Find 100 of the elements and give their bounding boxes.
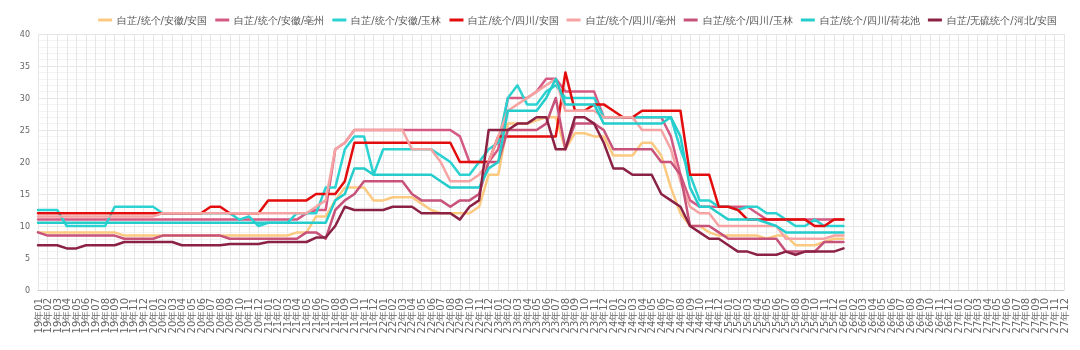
x-tick-label: 19年05 bbox=[70, 298, 82, 334]
x-tick-label: 23年12 bbox=[598, 298, 610, 334]
x-tick-label: 27年05 bbox=[991, 298, 1003, 334]
y-tick-label: 0 bbox=[24, 285, 30, 295]
x-tick-label: 24年04 bbox=[636, 298, 648, 334]
x-tick-label: 27年11 bbox=[1048, 298, 1060, 334]
x-tick-label: 23年09 bbox=[569, 298, 581, 334]
x-tick-label: 21年11 bbox=[358, 298, 370, 334]
y-tick-label: 35 bbox=[19, 61, 30, 71]
x-tick-label: 21年10 bbox=[348, 298, 360, 334]
x-tick-label: 19年02 bbox=[42, 298, 54, 334]
x-tick-label: 20年08 bbox=[214, 298, 226, 334]
x-tick-label: 20年10 bbox=[233, 298, 245, 334]
legend-label: 白芷/统个/四川/安国 bbox=[468, 14, 559, 26]
x-tick-label: 24年07 bbox=[665, 298, 677, 334]
x-tick-label: 23年02 bbox=[502, 298, 514, 334]
x-tick-label: 24年12 bbox=[713, 298, 725, 334]
x-tick-label: 25年09 bbox=[799, 298, 811, 334]
x-tick-label: 25年07 bbox=[780, 298, 792, 334]
x-tick-label: 21年08 bbox=[329, 298, 341, 334]
x-tick-label: 21年09 bbox=[339, 298, 351, 334]
x-tick-label: 24年10 bbox=[694, 298, 706, 334]
legend-label: 白芷/无硫统个/河北/安国 bbox=[946, 14, 1057, 26]
x-tick-label: 23年05 bbox=[531, 298, 543, 334]
x-tick-label: 27年01 bbox=[953, 298, 965, 334]
x-tick-label: 24年06 bbox=[655, 298, 667, 334]
x-tick-label: 22年08 bbox=[444, 298, 456, 334]
x-tick-label: 25年08 bbox=[790, 298, 802, 334]
y-tick-label: 30 bbox=[19, 93, 30, 103]
legend-label: 白芷/统个/四川/亳州 bbox=[585, 14, 676, 26]
x-tick-label: 27年02 bbox=[962, 298, 974, 334]
x-tick-label: 19年06 bbox=[80, 298, 92, 334]
x-tick-label: 19年03 bbox=[51, 298, 63, 334]
x-tick-label: 27年10 bbox=[1039, 298, 1051, 334]
x-tick-label: 19年01 bbox=[32, 298, 44, 334]
y-tick-label: 40 bbox=[19, 29, 30, 39]
x-tick-label: 22年10 bbox=[464, 298, 475, 334]
x-tick-label: 26年07 bbox=[895, 298, 907, 334]
x-tick-label: 19年12 bbox=[137, 298, 149, 334]
x-tick-label: 20年04 bbox=[176, 298, 188, 334]
x-tick-label: 26年05 bbox=[876, 298, 888, 334]
y-tick-label: 25 bbox=[19, 125, 30, 135]
x-tick-label: 26年04 bbox=[866, 298, 878, 334]
x-tick-label: 19年04 bbox=[61, 298, 73, 334]
x-tick-label: 27年06 bbox=[1000, 298, 1012, 334]
y-tick-label: 20 bbox=[19, 157, 30, 167]
x-tick-label: 25年06 bbox=[770, 298, 782, 334]
x-tick-label: 19年08 bbox=[99, 298, 111, 334]
x-tick-label: 27年03 bbox=[972, 298, 984, 334]
x-tick-label: 20年07 bbox=[205, 298, 217, 334]
x-tick-label: 19年09 bbox=[109, 298, 121, 334]
x-tick-label: 20年11 bbox=[243, 298, 255, 334]
x-tick-label: 27年09 bbox=[1029, 298, 1041, 334]
x-tick-label: 24年09 bbox=[684, 298, 696, 334]
x-tick-label: 20年05 bbox=[185, 298, 197, 334]
legend-label: 白芷/统个/安徽/玉林 bbox=[351, 14, 442, 26]
x-tick-label: 26年11 bbox=[933, 298, 945, 334]
x-tick-label: 20年06 bbox=[195, 298, 207, 334]
x-tick-label: 22年03 bbox=[396, 298, 408, 334]
x-tick-label: 22年07 bbox=[435, 298, 447, 334]
x-tick-label: 21年01 bbox=[262, 298, 274, 334]
x-tick-label: 21年02 bbox=[272, 298, 284, 334]
y-tick-label: 5 bbox=[24, 253, 30, 263]
x-tick-label: 23年06 bbox=[540, 298, 552, 334]
x-tick-label: 20年02 bbox=[157, 298, 169, 334]
x-tick-label: 24年03 bbox=[627, 298, 638, 334]
x-tick-label: 23年04 bbox=[521, 298, 533, 334]
x-tick-label: 26年09 bbox=[914, 298, 926, 334]
x-tick-label: 24年05 bbox=[646, 298, 658, 334]
x-tick-label: 23年01 bbox=[492, 298, 504, 334]
x-tick-label: 21年04 bbox=[291, 298, 303, 334]
y-tick-label: 10 bbox=[19, 221, 30, 231]
x-tick-label: 26年08 bbox=[905, 298, 917, 334]
legend-label: 白芷/统个/四川/荷花池 bbox=[819, 14, 920, 26]
x-tick-label: 20年03 bbox=[166, 298, 178, 334]
x-tick-label: 25年11 bbox=[818, 298, 830, 334]
x-tick-label: 27年07 bbox=[1010, 298, 1022, 334]
x-tick-label: 26年12 bbox=[943, 298, 955, 334]
x-tick-label: 25年01 bbox=[722, 298, 734, 334]
x-tick-label: 23年08 bbox=[559, 298, 571, 334]
x-tick-label: 20年09 bbox=[224, 298, 236, 334]
x-tick-label: 22年11 bbox=[473, 298, 485, 334]
x-tick-label: 27年12 bbox=[1058, 298, 1070, 334]
x-tick-label: 22年04 bbox=[406, 298, 418, 334]
x-tick-label: 25年05 bbox=[761, 298, 773, 334]
x-tick-label: 26年10 bbox=[924, 298, 936, 334]
x-tick-label: 24年01 bbox=[607, 298, 619, 334]
x-tick-label: 26年02 bbox=[847, 298, 859, 334]
x-tick-label: 25年04 bbox=[751, 298, 763, 334]
x-tick-label: 27年04 bbox=[981, 298, 993, 334]
x-tick-label: 26年06 bbox=[885, 298, 897, 334]
x-tick-label: 25年03 bbox=[742, 298, 754, 334]
x-tick-label: 21年05 bbox=[300, 298, 312, 334]
x-tick-label: 27年08 bbox=[1020, 298, 1032, 334]
x-tick-label: 26年01 bbox=[837, 298, 849, 334]
legend-label: 白芷/统个/安徽/亳州 bbox=[234, 14, 325, 26]
x-tick-label: 26年03 bbox=[857, 298, 869, 334]
x-tick-label: 25年10 bbox=[809, 298, 821, 334]
x-tick-label: 22年06 bbox=[425, 298, 437, 334]
x-tick-label: 24年08 bbox=[674, 298, 686, 334]
